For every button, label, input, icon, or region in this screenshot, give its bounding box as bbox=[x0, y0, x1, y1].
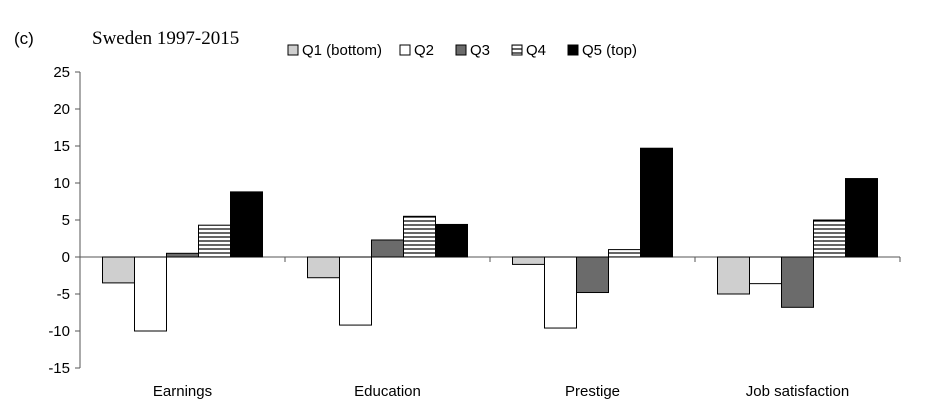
legend-label: Q5 (top) bbox=[582, 42, 637, 59]
bar bbox=[640, 147, 673, 258]
bar bbox=[749, 256, 782, 285]
panel-label: (c) bbox=[14, 29, 34, 48]
legend-label: Q1 (bottom) bbox=[302, 42, 382, 59]
y-tick-label: -10 bbox=[48, 323, 70, 340]
x-category-label: Prestige bbox=[565, 383, 620, 400]
legend-swatch bbox=[567, 44, 579, 56]
bars bbox=[102, 147, 878, 332]
x-category-label: Education bbox=[354, 383, 421, 400]
bar bbox=[307, 256, 340, 279]
bar bbox=[544, 256, 577, 329]
y-tick-label: -5 bbox=[57, 286, 70, 303]
bar bbox=[608, 249, 641, 258]
y-tick-label: 25 bbox=[53, 64, 70, 81]
legend-label: Q3 bbox=[470, 42, 490, 59]
bar bbox=[717, 256, 750, 295]
y-tick-label: -15 bbox=[48, 360, 70, 377]
y-tick-label: 15 bbox=[53, 138, 70, 155]
bar bbox=[845, 178, 878, 258]
legend-swatch bbox=[399, 44, 411, 56]
bar bbox=[230, 191, 263, 258]
bar bbox=[813, 219, 846, 258]
bar bbox=[403, 215, 436, 258]
y-tick-label: 10 bbox=[53, 175, 70, 192]
axes: 25 20 15 10 5 0 -5 -10 -15 Earnings Education Prest… bbox=[48, 64, 901, 400]
legend-swatch bbox=[287, 44, 299, 56]
chart-title: Sweden 1997-2015 bbox=[92, 28, 239, 49]
bar bbox=[435, 223, 468, 258]
bar bbox=[198, 224, 231, 258]
bar bbox=[512, 256, 545, 265]
bar bbox=[102, 256, 135, 284]
bar bbox=[371, 239, 404, 258]
legend-swatch bbox=[455, 44, 467, 56]
legend-label: Q4 bbox=[526, 42, 546, 59]
legend: Q1 (bottom) Q2 Q3 Q4 Q5 (top) bbox=[287, 42, 637, 59]
bar bbox=[166, 252, 199, 258]
bar bbox=[781, 256, 814, 308]
y-tick-label: 20 bbox=[53, 101, 70, 118]
y-tick-label: 5 bbox=[62, 212, 70, 229]
x-category-label: Earnings bbox=[153, 383, 212, 400]
x-category-label: Job satisfaction bbox=[746, 383, 849, 400]
y-tick-label: 0 bbox=[62, 249, 70, 266]
bar bbox=[339, 256, 372, 326]
legend-swatch bbox=[511, 44, 523, 56]
legend-label: Q2 bbox=[414, 42, 434, 59]
bar bbox=[576, 256, 609, 294]
bar bbox=[134, 256, 167, 332]
